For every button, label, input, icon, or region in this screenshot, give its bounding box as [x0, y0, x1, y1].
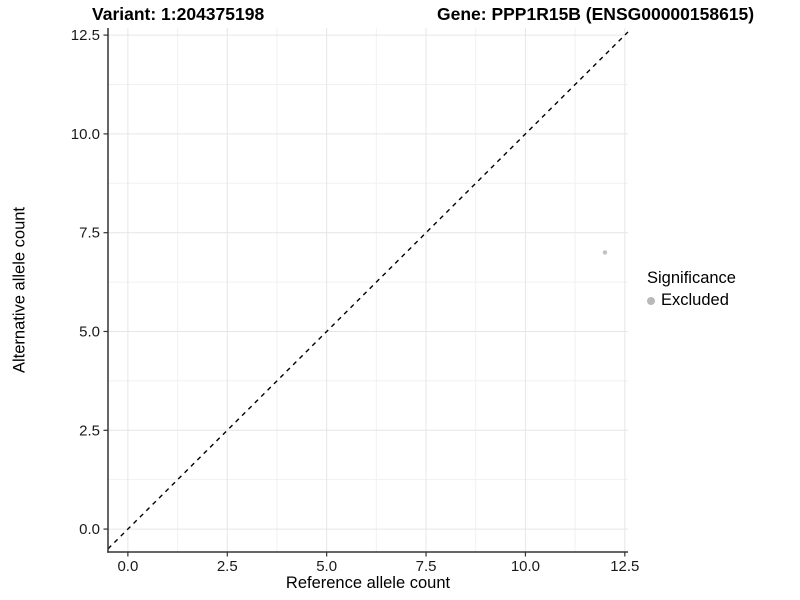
x-axis-label: Reference allele count [285, 574, 451, 592]
legend-item-label: Excluded [661, 291, 729, 309]
legend-item-excluded: Excluded [645, 291, 736, 310]
y-tick-label: 2.5 [79, 422, 100, 439]
x-tick-label: 2.5 [217, 558, 238, 575]
variant-title: Variant: 1:204375198 [92, 4, 265, 24]
x-tick-label: 7.5 [416, 558, 437, 575]
legend: Significance Excluded [645, 269, 736, 310]
y-tick-label: 5.0 [79, 323, 100, 340]
x-tick-label: 5.0 [316, 558, 337, 575]
y-tick-label: 7.5 [79, 225, 100, 242]
y-tick-label: 0.0 [79, 521, 100, 538]
x-tick-label: 12.5 [610, 558, 639, 575]
x-tick-label: 10.0 [511, 558, 540, 575]
legend-key-dot-icon [647, 296, 655, 305]
y-axis-label: Alternative allele count [10, 206, 29, 374]
gene-title: Gene: PPP1R15B (ENSG00000158615) [437, 4, 755, 24]
legend-title: Significance [647, 269, 736, 287]
y-tick-label: 12.5 [71, 27, 100, 44]
x-tick-label: 0.0 [117, 558, 138, 575]
y-tick-label: 10.0 [71, 126, 100, 143]
